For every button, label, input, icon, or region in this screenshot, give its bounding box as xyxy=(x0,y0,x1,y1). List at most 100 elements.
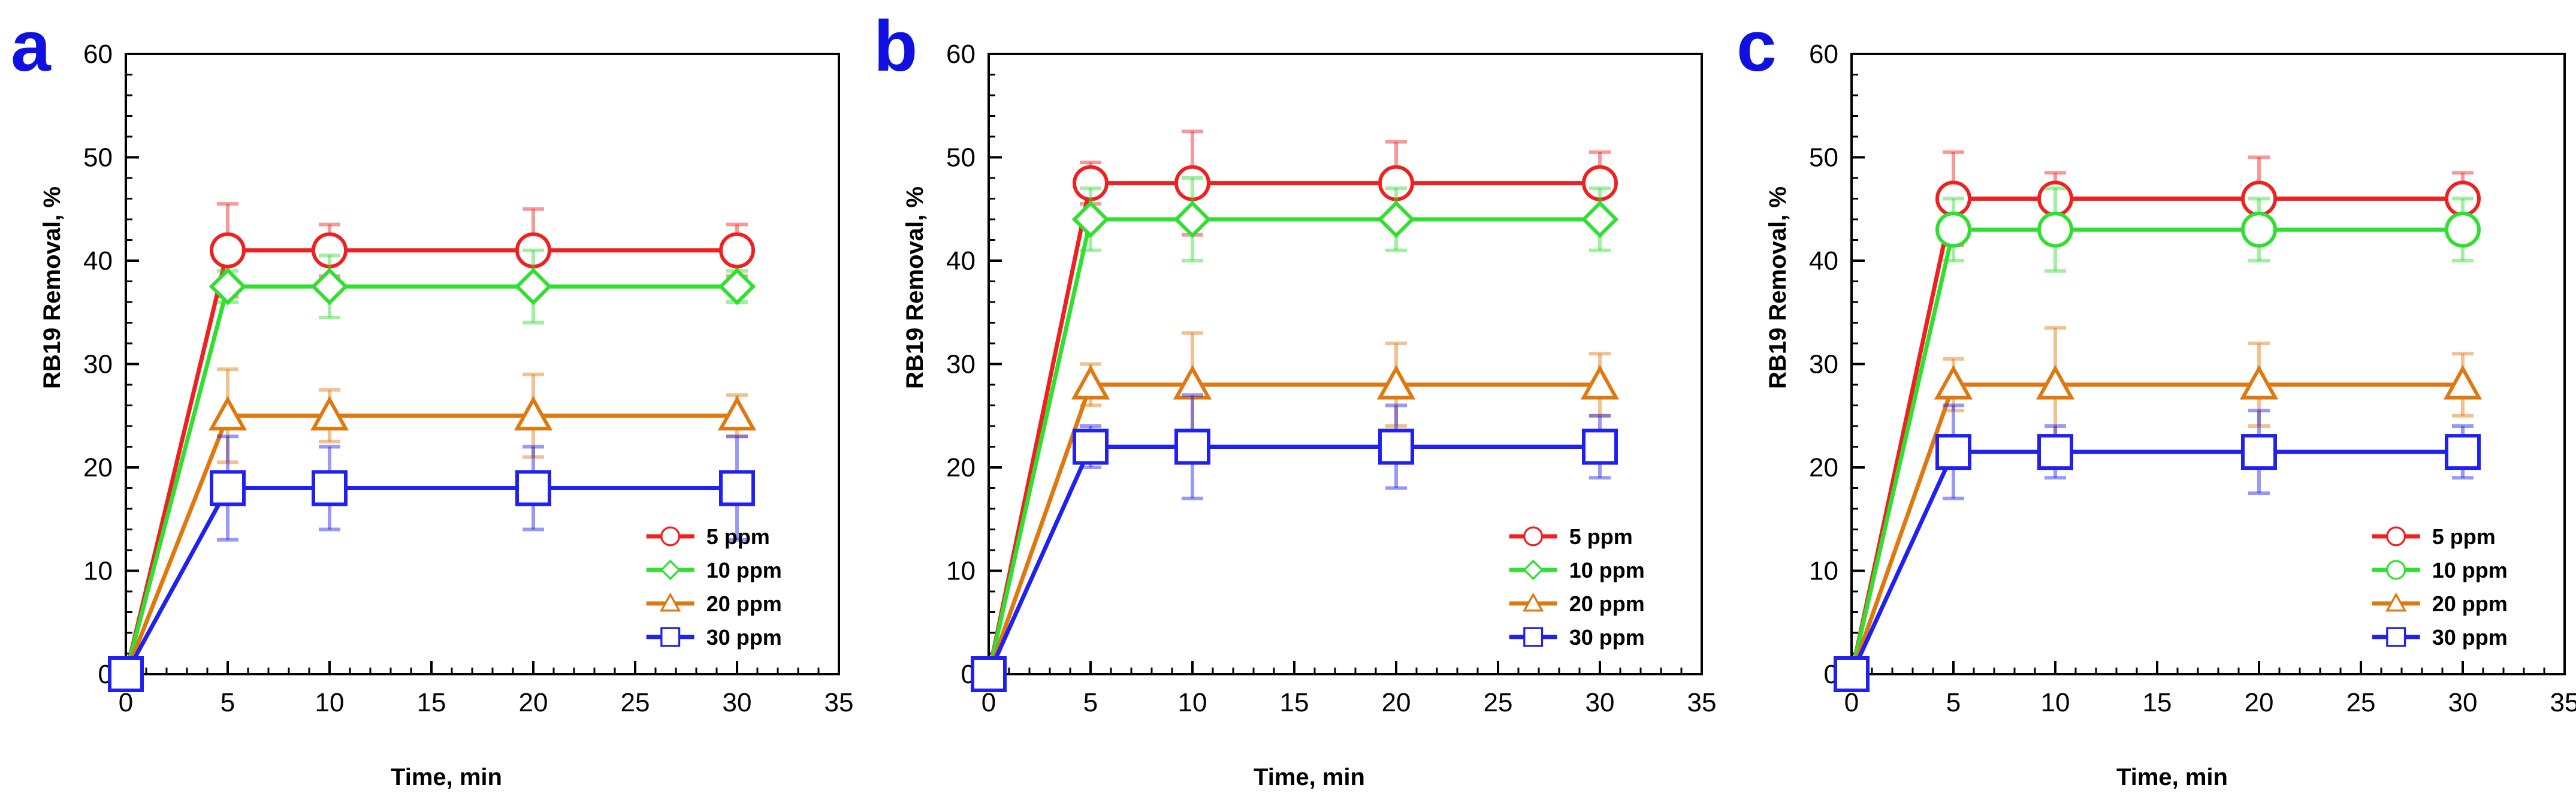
y-tick-label: 10 xyxy=(1809,557,1838,586)
x-tick-label: 0 xyxy=(119,688,133,717)
legend-swatch-marker xyxy=(660,526,681,547)
x-axis-label: Time, min xyxy=(2116,764,2228,790)
legend-label: 20 ppm xyxy=(706,591,782,616)
series-30-ppm xyxy=(1834,403,2481,692)
chart-panel-c: c RB19 Removal, % Time, min 0 10 20 30 40 50 6… xyxy=(1737,6,2576,790)
x-tick-label: 0 xyxy=(1844,688,1859,717)
legend-swatch-marker xyxy=(2386,560,2406,580)
y-tick-label: 20 xyxy=(83,453,113,482)
legend-swatch-marker xyxy=(2385,592,2407,612)
data-point xyxy=(1580,364,1620,400)
legend-swatch-marker xyxy=(1523,592,1544,612)
x-tick-label: 30 xyxy=(2448,688,2478,717)
y-tick-label: 20 xyxy=(1809,453,1838,482)
y-tick-label: 20 xyxy=(946,453,976,482)
series-10-ppm xyxy=(108,248,756,692)
data-point xyxy=(1378,165,1414,201)
data-point xyxy=(1376,364,1416,400)
data-point xyxy=(210,232,246,268)
legend: 5 ppm 10 ppm 20 ppm 30 ppm xyxy=(1509,524,1645,650)
data-point xyxy=(1582,428,1618,465)
chart-panel-b: b RB19 Removal, % Time, min 0 10 20 30 40 50 6… xyxy=(874,6,1716,790)
y-tick-label: 40 xyxy=(946,246,976,276)
panel-letter: b xyxy=(874,6,917,86)
y-tick-label: 30 xyxy=(1809,350,1838,379)
y-axis-label: RB19 Removal, % xyxy=(39,186,65,389)
data-point xyxy=(1071,364,1110,400)
x-tick-label: 15 xyxy=(417,688,446,717)
data-point xyxy=(1935,212,1971,248)
data-point xyxy=(515,232,551,268)
data-point xyxy=(2037,434,2073,470)
y-axis-label-group: RB19 Removal, % xyxy=(902,186,928,389)
data-point xyxy=(209,267,247,306)
x-tick-label: 25 xyxy=(1484,688,1513,717)
x-axis-label: Time, min xyxy=(391,764,502,790)
data-point xyxy=(1582,165,1618,201)
legend-swatch-marker xyxy=(2386,526,2406,547)
x-tick-label: 25 xyxy=(2347,688,2376,717)
data-point xyxy=(312,232,348,268)
y-tick-label: 60 xyxy=(83,40,113,69)
y-axis-label-group: RB19 Removal, % xyxy=(39,186,65,389)
y-tick-label: 50 xyxy=(83,143,113,173)
data-point xyxy=(2239,364,2279,400)
y-axis-label-group: RB19 Removal, % xyxy=(1765,186,1791,389)
x-tick-label: 10 xyxy=(1178,688,1207,717)
data-point xyxy=(312,470,348,506)
data-point xyxy=(1073,165,1109,201)
data-point xyxy=(719,470,755,506)
data-point xyxy=(1173,364,1212,400)
legend-label: 30 ppm xyxy=(2432,625,2508,650)
y-axis-label: RB19 Removal, % xyxy=(1765,186,1791,389)
series-30-ppm xyxy=(108,434,755,692)
data-point xyxy=(108,656,144,692)
y-tick-label: 60 xyxy=(1809,40,1838,69)
data-point xyxy=(1378,428,1414,465)
data-point xyxy=(717,396,757,431)
x-tick-label: 30 xyxy=(723,688,752,717)
legend: 5 ppm 10 ppm 20 ppm 30 ppm xyxy=(646,524,782,650)
x-tick-label: 10 xyxy=(2041,688,2070,717)
legend: 5 ppm 10 ppm 20 ppm 30 ppm xyxy=(2372,524,2508,650)
x-tick-label: 15 xyxy=(1280,688,1309,717)
x-tick-label: 35 xyxy=(1687,688,1717,717)
x-tick-label: 10 xyxy=(315,688,345,717)
data-point xyxy=(210,470,246,506)
legend-swatch-marker xyxy=(1523,627,1544,647)
x-tick-label: 5 xyxy=(1946,688,1961,717)
legend-swatch-marker xyxy=(1523,526,1544,547)
data-point xyxy=(2241,434,2277,470)
legend-label: 5 ppm xyxy=(1569,524,1633,549)
data-point xyxy=(2443,364,2483,400)
series-30-ppm xyxy=(971,393,1618,692)
data-point xyxy=(1934,364,1973,400)
y-tick-label: 10 xyxy=(83,557,113,586)
data-point xyxy=(1581,200,1619,239)
chart-panel-a: a RB19 Removal, % Time, min 0 10 20 30 40 50 6… xyxy=(11,6,853,790)
legend-label: 10 ppm xyxy=(706,558,782,582)
y-axis-label: RB19 Removal, % xyxy=(902,186,928,389)
data-point xyxy=(514,267,552,306)
legend-label: 20 ppm xyxy=(2432,591,2508,616)
legend-label: 30 ppm xyxy=(706,625,782,650)
legend-swatch-marker xyxy=(660,592,681,612)
y-tick-label: 30 xyxy=(83,350,113,379)
legend-swatch-marker xyxy=(1523,559,1544,581)
legend-swatch-marker xyxy=(660,627,681,647)
y-tick-label: 10 xyxy=(946,557,976,586)
y-tick-label: 50 xyxy=(946,143,976,173)
x-tick-label: 15 xyxy=(2143,688,2172,717)
data-point xyxy=(719,232,755,268)
data-point xyxy=(2445,434,2481,470)
data-point xyxy=(1174,428,1210,465)
legend-label: 5 ppm xyxy=(706,524,770,549)
data-point xyxy=(1174,165,1210,201)
y-tick-label: 60 xyxy=(946,40,976,69)
legend-label: 10 ppm xyxy=(2432,558,2508,582)
y-tick-label: 30 xyxy=(946,350,976,379)
data-point xyxy=(514,396,553,431)
data-point xyxy=(2036,364,2075,400)
